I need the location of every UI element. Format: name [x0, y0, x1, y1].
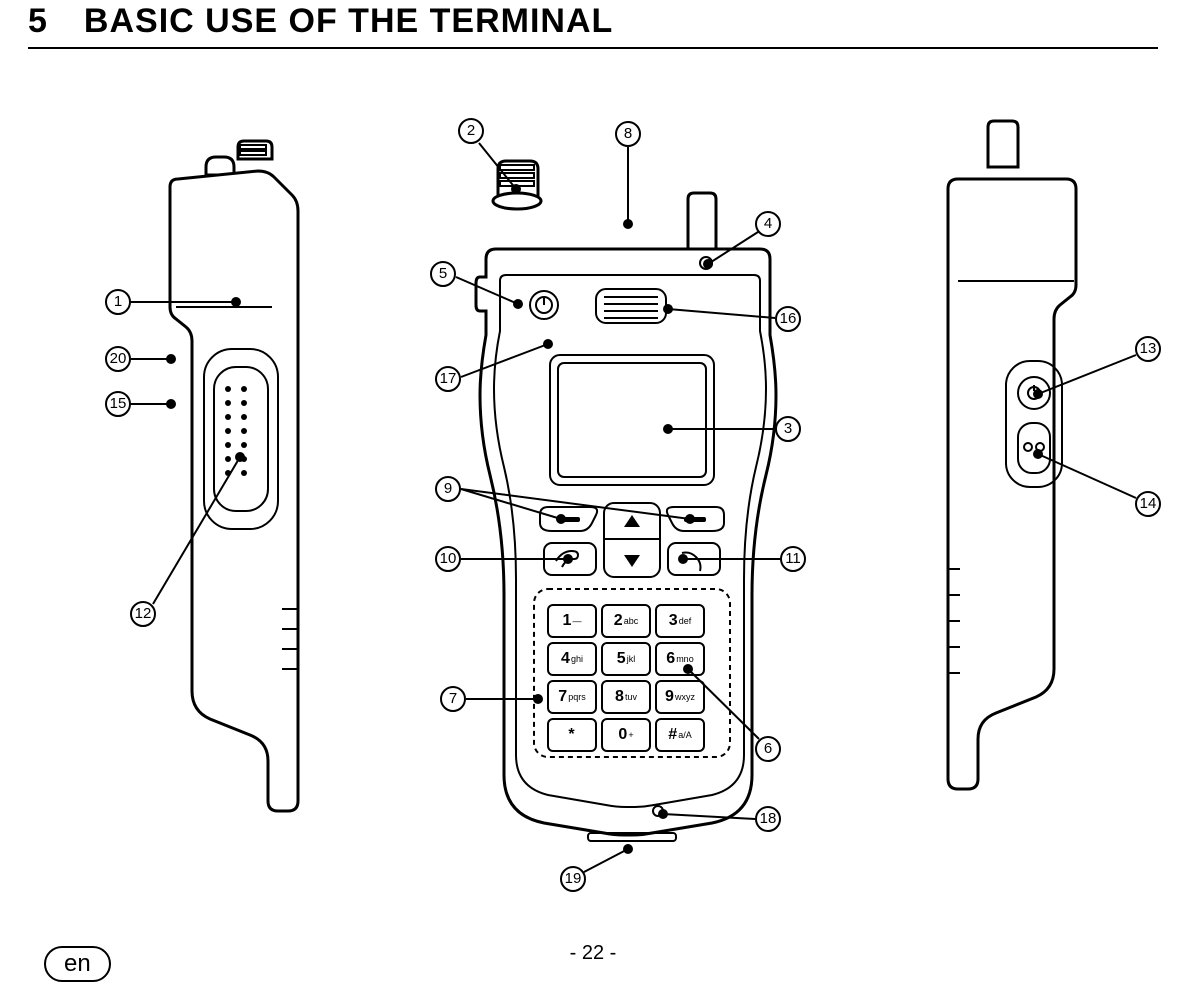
callout-1: 1 — [105, 289, 131, 315]
callout-15: 15 — [105, 391, 131, 417]
section-number: 5 — [28, 2, 48, 41]
section-title: BASIC USE OF THE TERMINAL — [84, 2, 613, 41]
callout-5: 5 — [430, 261, 456, 287]
callout-19: 19 — [560, 866, 586, 892]
page-number: - 22 - — [570, 942, 617, 965]
callout-14: 14 — [1135, 491, 1161, 517]
callout-6: 6 — [755, 736, 781, 762]
callout-9: 9 — [435, 476, 461, 502]
callout-2: 2 — [458, 118, 484, 144]
callout-16: 16 — [775, 306, 801, 332]
callout-11: 11 — [780, 546, 806, 572]
callout-7: 7 — [440, 686, 466, 712]
terminal-diagram: 1—2abc3def4ghi5jkl6mno7pqrs8tuv9wxyz*0+#… — [28, 49, 1158, 909]
callout-13: 13 — [1135, 336, 1161, 362]
callout-20: 20 — [105, 346, 131, 372]
callout-18: 18 — [755, 806, 781, 832]
right-side-view — [28, 49, 1178, 869]
callout-3: 3 — [775, 416, 801, 442]
callout-10: 10 — [435, 546, 461, 572]
callout-4: 4 — [755, 211, 781, 237]
callout-12: 12 — [130, 601, 156, 627]
callout-8: 8 — [615, 121, 641, 147]
callout-17: 17 — [435, 366, 461, 392]
language-badge: en — [44, 946, 111, 982]
